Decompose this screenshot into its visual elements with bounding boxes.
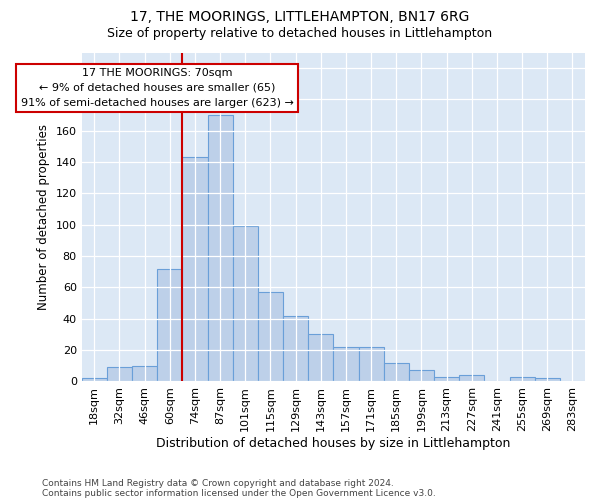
Text: Contains HM Land Registry data © Crown copyright and database right 2024.: Contains HM Land Registry data © Crown c…	[42, 478, 394, 488]
Bar	[182, 158, 208, 382]
Bar	[208, 115, 233, 382]
Bar	[308, 334, 334, 382]
Bar	[107, 368, 132, 382]
Bar	[409, 370, 434, 382]
Bar	[434, 377, 459, 382]
X-axis label: Distribution of detached houses by size in Littlehampton: Distribution of detached houses by size …	[156, 437, 511, 450]
Bar	[283, 316, 308, 382]
Text: Size of property relative to detached houses in Littlehampton: Size of property relative to detached ho…	[107, 28, 493, 40]
Bar	[334, 347, 359, 382]
Bar	[535, 378, 560, 382]
Bar	[258, 292, 283, 382]
Text: 17, THE MOORINGS, LITTLEHAMPTON, BN17 6RG: 17, THE MOORINGS, LITTLEHAMPTON, BN17 6R…	[130, 10, 470, 24]
Bar	[459, 375, 484, 382]
Bar	[157, 268, 182, 382]
Bar	[383, 362, 409, 382]
Bar	[132, 366, 157, 382]
Text: 17 THE MOORINGS: 70sqm
← 9% of detached houses are smaller (65)
91% of semi-deta: 17 THE MOORINGS: 70sqm ← 9% of detached …	[21, 68, 293, 108]
Y-axis label: Number of detached properties: Number of detached properties	[37, 124, 50, 310]
Bar	[82, 378, 107, 382]
Bar	[359, 347, 383, 382]
Text: Contains public sector information licensed under the Open Government Licence v3: Contains public sector information licen…	[42, 488, 436, 498]
Bar	[233, 226, 258, 382]
Bar	[509, 377, 535, 382]
